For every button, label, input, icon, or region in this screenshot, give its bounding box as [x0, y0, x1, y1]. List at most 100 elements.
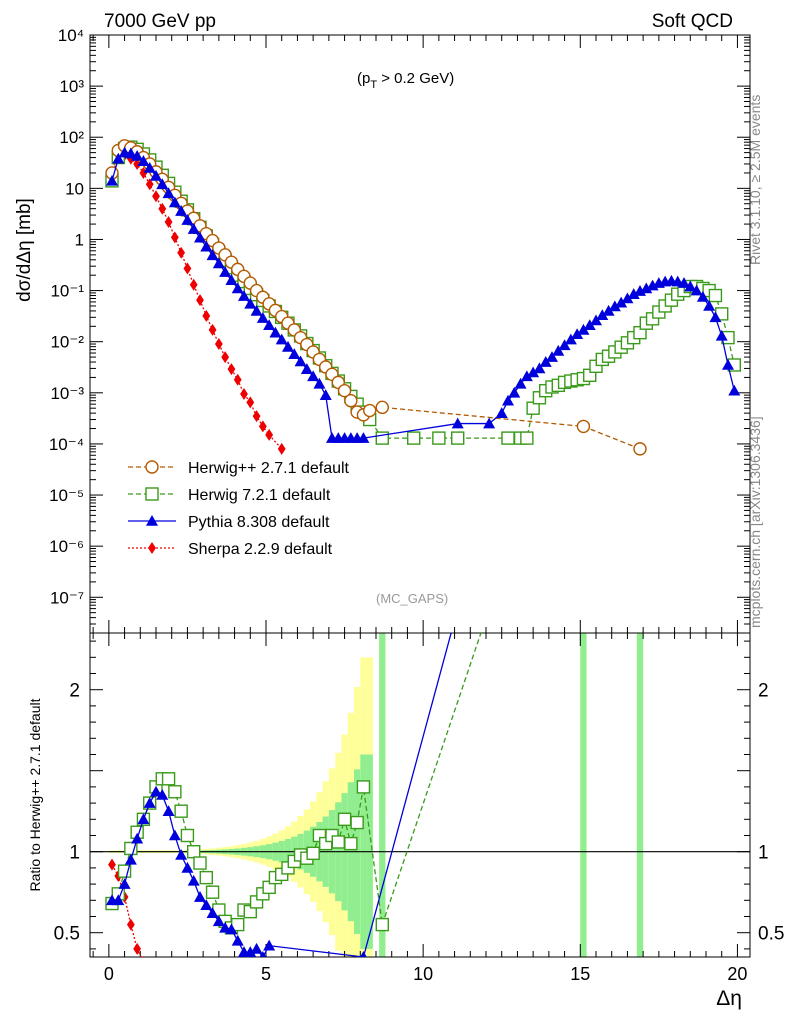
data-point-pythia	[212, 257, 225, 269]
data-point-pythia	[263, 939, 276, 951]
data-point-pythia	[520, 370, 533, 382]
data-point-pythia	[495, 407, 508, 418]
data-point-pythia	[162, 187, 175, 199]
data-point-herwig7	[451, 431, 465, 445]
data-point-sherpa	[142, 955, 145, 957]
y-tick-label: 10⁻²	[50, 333, 84, 352]
data-point-herwig7	[501, 431, 515, 445]
data-point-pythia	[678, 277, 690, 288]
rivet-label: Rivet 3.1.10, ≥ 2.5M events	[747, 95, 763, 265]
data-point-herwig7	[306, 846, 320, 861]
data-point-pythia	[288, 348, 301, 359]
x-tick-label: 10	[413, 964, 433, 984]
data-point-sherpa	[146, 967, 154, 979]
data-point-sherpa	[208, 323, 217, 336]
data-point-herwig7	[520, 431, 534, 445]
data-point-pythia	[360, 951, 367, 957]
data-point-pythia	[596, 309, 609, 320]
y-tick-label: 10²	[59, 128, 84, 147]
legend-marker-herwig7	[145, 487, 159, 501]
data-point-pythia	[539, 356, 552, 367]
data-point-pythia	[219, 266, 232, 277]
data-point-pythia	[181, 214, 194, 225]
data-point-pythia	[250, 304, 263, 316]
main-series	[105, 139, 741, 456]
data-point-pythia	[357, 432, 370, 443]
data-point-pythia	[269, 326, 282, 338]
data-point-herwig7	[174, 804, 188, 818]
band-inner	[379, 633, 386, 957]
data-point-sherpa	[126, 918, 135, 931]
data-point-sherpa	[252, 410, 261, 423]
data-point-pythia	[621, 292, 634, 304]
data-point-pythia	[225, 274, 238, 285]
y-tick-label: 10	[65, 179, 84, 198]
data-point-pythia	[206, 907, 219, 919]
data-point-herwig7	[193, 856, 207, 870]
ratio-y-tick-label: 0.5	[54, 924, 80, 945]
data-point-pythia	[608, 300, 621, 312]
data-point-pythia	[602, 304, 615, 316]
data-point-herwig7	[180, 828, 195, 843]
data-point-pythia	[150, 785, 162, 797]
data-point-pythia	[244, 297, 257, 309]
data-point-herwig7	[187, 845, 201, 859]
data-point-pythia	[319, 389, 332, 400]
ratio-y-tick-label: 2	[69, 681, 80, 702]
data-point-pythia	[709, 311, 722, 323]
data-point-pythia	[156, 178, 169, 190]
data-point-pythia	[212, 915, 225, 927]
data-point-sherpa	[246, 396, 255, 409]
data-point-pythia	[168, 829, 181, 841]
legend-marker-sherpa	[148, 542, 156, 554]
series-line-herwigpp	[111, 145, 641, 450]
data-point-pythia	[124, 853, 137, 865]
band-inner	[580, 633, 587, 957]
data-point-sherpa	[133, 157, 142, 170]
data-point-sherpa	[221, 351, 230, 364]
data-point-pythia	[175, 848, 188, 860]
data-point-herwig7	[407, 431, 421, 445]
data-point-sherpa	[189, 278, 198, 291]
ratio-y-tick-label-right: 0.5	[758, 924, 784, 945]
data-point-herwig7	[356, 780, 371, 794]
data-point-pythia	[124, 147, 137, 159]
data-point-pythia	[200, 899, 213, 910]
data-point-pythia	[722, 358, 734, 370]
energy-label: 7000 GeV pp	[104, 11, 216, 32]
data-point-pythia	[564, 333, 577, 345]
data-point-pythia	[696, 290, 709, 302]
legend-label-sherpa: Sherpa 2.2.9 default	[188, 541, 333, 558]
data-point-pythia	[703, 299, 716, 311]
legend-label-pythia: Pythia 8.308 default	[188, 514, 330, 531]
data-point-pythia	[256, 312, 269, 323]
x-tick-label: 0	[104, 964, 114, 984]
data-point-pythia	[684, 280, 697, 292]
data-point-pythia	[514, 377, 527, 389]
data-point-sherpa	[145, 178, 154, 191]
ratio-y-tick-label: 1	[69, 843, 80, 864]
x-tick-label: 20	[727, 964, 747, 984]
data-point-sherpa	[258, 420, 267, 433]
data-point-pythia	[577, 323, 590, 335]
cut-label: (pT > 0.2 GeV)	[357, 70, 454, 91]
data-point-herwig7	[483, 603, 495, 615]
data-point-pythia	[552, 344, 565, 356]
data-point-pythia	[162, 805, 175, 816]
x-tick-label: 15	[570, 964, 590, 984]
ratio-plot-frame	[89, 632, 751, 958]
legend-label-herwig7: Herwig 7.2.1 default	[188, 487, 331, 504]
data-point-sherpa	[214, 338, 223, 351]
y-tick-label: 10⁻⁴	[49, 435, 84, 454]
data-point-sherpa	[170, 231, 179, 244]
data-point-herwig7	[168, 785, 182, 799]
data-point-sherpa	[183, 262, 192, 275]
data-point-sherpa	[227, 363, 236, 376]
y-tick-label: 10⁴	[58, 26, 84, 45]
data-point-pythia	[263, 319, 276, 331]
legend: Herwig++ 2.7.1 default Herwig 7.2.1 defau…	[128, 460, 350, 558]
data-point-pythia	[175, 205, 188, 216]
data-point-pythia	[728, 384, 741, 396]
series-line-sherpa	[111, 154, 283, 450]
data-point-pythia	[546, 351, 558, 362]
